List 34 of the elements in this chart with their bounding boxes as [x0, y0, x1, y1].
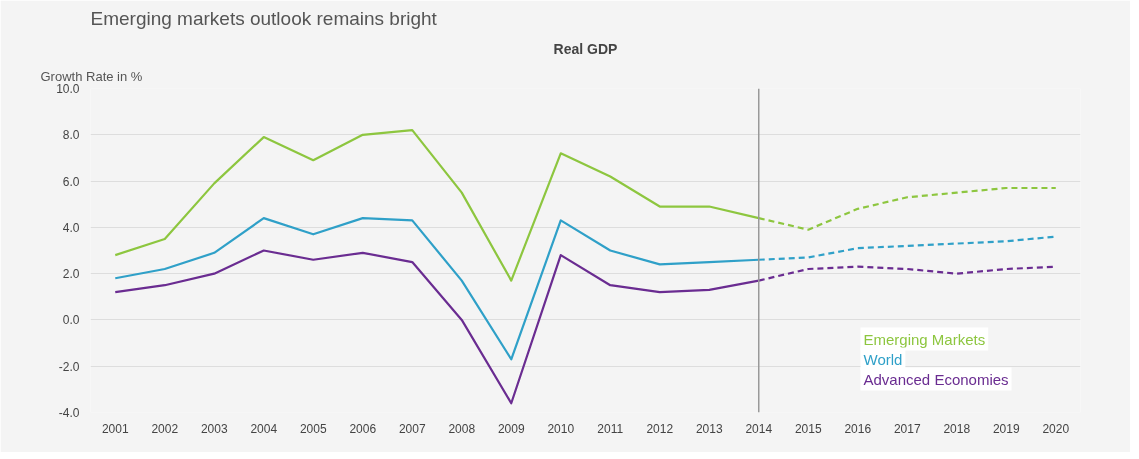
text: Emerging Markets: [863, 330, 986, 348]
x-tick-label: 2003: [200, 421, 228, 436]
x-tick-label: 2010: [547, 421, 575, 436]
y-tick-label: 6.0: [62, 174, 80, 189]
y-tick-label: 4.0: [62, 220, 80, 235]
x-tick-label: 2002: [151, 421, 179, 436]
x-tick-label: 2017: [893, 421, 921, 436]
x-tick-label: 2004: [250, 421, 278, 436]
text: World: [863, 350, 903, 368]
x-tick-label: 2006: [349, 421, 377, 436]
text: Advanced Economies: [863, 370, 1009, 388]
x-tick-label: 2018: [943, 421, 971, 436]
y-tick-label: 10.0: [56, 82, 80, 96]
x-tick-label: 2016: [844, 421, 872, 436]
x-tick-label: 2005: [299, 421, 327, 436]
chart-title: Emerging markets outlook remains bright: [90, 7, 438, 29]
y-axis-title: Growth Rate in %: [40, 68, 143, 84]
y-tick-label: -4.0: [58, 406, 80, 420]
chart-subtitle: Real GDP: [553, 40, 618, 57]
y-tick-label: -2.0: [58, 359, 80, 374]
x-tick-label: 2007: [398, 421, 426, 436]
y-tick-label: 8.0: [62, 128, 80, 143]
y-tick-label: 0.0: [62, 313, 80, 328]
x-tick-label: 2015: [794, 421, 822, 436]
x-tick-label: 2008: [448, 421, 476, 436]
x-tick-label: 2020: [1042, 421, 1070, 436]
x-tick-label: 2012: [646, 421, 674, 436]
x-tick-label: 2019: [992, 421, 1020, 436]
x-tick-label: 2001: [101, 421, 129, 436]
x-tick-label: 2014: [745, 421, 773, 436]
x-tick-label: 2009: [497, 421, 525, 436]
x-tick-label: 2011: [597, 421, 624, 436]
x-tick-label: 2013: [695, 421, 723, 436]
y-tick-label: 2.0: [62, 267, 80, 282]
